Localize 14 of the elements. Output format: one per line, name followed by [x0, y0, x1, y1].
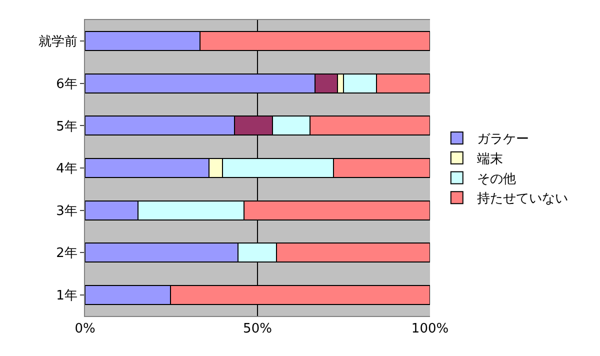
y-tick-label: 2年 — [56, 246, 78, 262]
x-tick-label: 50% — [243, 322, 272, 337]
y-tick-label: 5年 — [56, 119, 78, 134]
y-tick-label: 6年 — [56, 76, 78, 92]
legend-label: 端末 — [476, 152, 503, 167]
legend-label: 持たせていない — [476, 192, 568, 207]
x-tick-label: 100% — [411, 322, 449, 337]
legend-label: ガラケー — [476, 132, 529, 148]
x-tick-label: 0% — [74, 322, 96, 337]
y-tick-label: 就学前 — [38, 34, 78, 50]
y-tick-label: 4年 — [56, 162, 78, 177]
y-tick-label: 3年 — [56, 204, 78, 219]
legend-label: その他 — [476, 172, 516, 187]
y-tick-label: 1年 — [56, 288, 78, 304]
